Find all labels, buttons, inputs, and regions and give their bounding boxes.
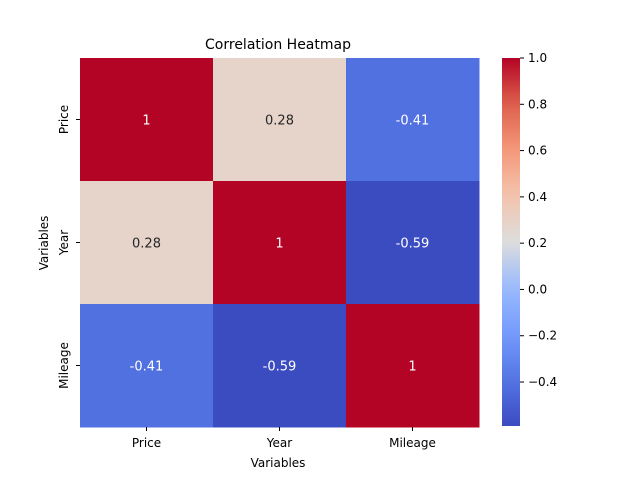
x-tick-label: Price [132, 436, 161, 450]
cell-annotation: 0.28 [132, 237, 161, 252]
x-tick-label: Year [266, 436, 292, 450]
y-tick-label: Year [57, 230, 71, 256]
colorbar-ticks: −0.4 −0.2 0.0 0.2 0.4 0.6 0.8 1.0 [520, 51, 557, 389]
heatmap-cell [80, 304, 214, 428]
heatmap-cell [346, 58, 480, 182]
x-axis-ticks: Price Year Mileage [132, 427, 436, 450]
colorbar-tick-label: 0.4 [528, 190, 547, 204]
heatmap-cell [80, 58, 214, 182]
heatmap-cell [213, 181, 347, 305]
heatmap-cell [213, 58, 347, 182]
x-axis-label: Variables [251, 456, 306, 470]
colorbar-tick-label: 1.0 [528, 51, 547, 65]
cell-annotation: -0.41 [396, 114, 430, 129]
colorbar-tick-label: 0.6 [528, 144, 547, 158]
cell-annotation: -0.41 [130, 360, 164, 375]
chart-title: Correlation Heatmap [205, 37, 351, 53]
colorbar [502, 58, 520, 426]
cell-annotation: 0.28 [265, 114, 294, 129]
cell-annotation: -0.59 [396, 237, 430, 252]
heatmap-cell [80, 181, 214, 305]
cell-annotation: 1 [275, 237, 283, 252]
colorbar-tick-label: −0.2 [528, 329, 557, 343]
y-tick-label: Mileage [57, 342, 71, 389]
colorbar-tick-label: 0.8 [528, 97, 547, 111]
cell-annotation: 1 [142, 114, 150, 129]
heatmap-cells: 1 0.28 -0.41 0.28 1 -0.59 -0.41 -0.59 1 [80, 58, 480, 428]
cell-annotation: 1 [408, 360, 416, 375]
cell-annotation: -0.59 [263, 360, 297, 375]
heatmap-cell [346, 304, 480, 428]
y-axis-ticks: Price Year Mileage [57, 105, 80, 389]
y-tick-label: Price [57, 105, 71, 134]
heatmap-cell [346, 181, 480, 305]
colorbar-tick-label: 0.2 [528, 236, 547, 250]
y-axis-label: Variables [37, 216, 51, 271]
colorbar-tick-label: −0.4 [528, 375, 557, 389]
heatmap-cell [213, 304, 347, 428]
colorbar-tick-label: 0.0 [528, 282, 547, 296]
x-tick-label: Mileage [389, 436, 436, 450]
